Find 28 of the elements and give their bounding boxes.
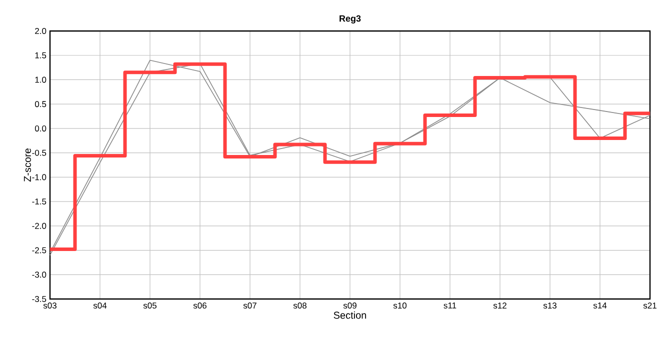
x-tick-label: s08 — [293, 302, 306, 309]
x-tick-label: s04 — [93, 302, 107, 309]
y-tick-label: -1.0 — [32, 174, 46, 180]
y-tick-label: 0.0 — [34, 125, 46, 132]
y-tick-label: 0.5 — [34, 101, 46, 108]
y-tick-label: -3.0 — [32, 272, 46, 278]
x-tick-label: s07 — [243, 302, 256, 309]
y-tick-label: -2.5 — [32, 247, 46, 254]
y-tick-label: 2.0 — [35, 28, 46, 34]
chart-title: Reg3 — [340, 15, 361, 24]
y-tick-label: -1.5 — [32, 198, 46, 205]
x-tick-label: s12 — [493, 302, 506, 309]
x-tick-label: s21 — [643, 302, 656, 309]
y-tick-label: -2.0 — [32, 222, 46, 229]
x-tick-label: s06 — [193, 302, 206, 309]
x-tick-label: s13 — [543, 302, 556, 309]
y-tick-label: 1.0 — [35, 76, 46, 83]
x-tick-label: s10 — [393, 302, 407, 309]
y-tick-label: 1.5 — [35, 52, 46, 58]
y-axis-title: Z-score — [24, 148, 31, 182]
x-tick-label: s03 — [43, 302, 56, 309]
x-axis-title: Section — [334, 311, 366, 319]
x-tick-label: s09 — [343, 302, 356, 309]
x-tick-label: s11 — [444, 302, 456, 308]
y-tick-label: -0.5 — [32, 150, 46, 156]
x-tick-label: s05 — [143, 302, 157, 309]
x-tick-label: s14 — [593, 302, 607, 308]
y-tick-label: -3.5 — [32, 296, 46, 302]
